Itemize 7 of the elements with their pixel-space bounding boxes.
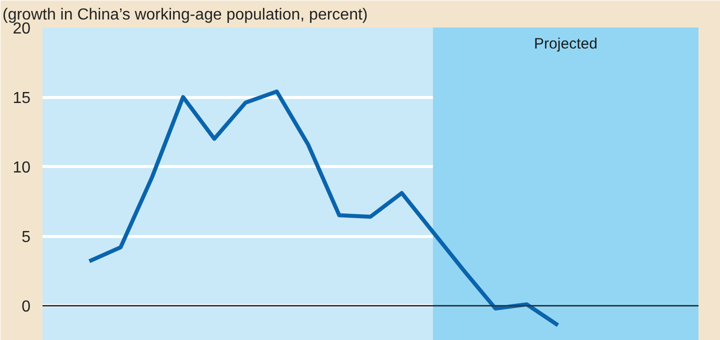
y-tick-label: 0	[22, 298, 31, 316]
y-tick-label: 10	[12, 160, 31, 177]
y-tick-label: 5	[22, 229, 31, 246]
annotation: Projected	[534, 36, 598, 52]
y-tick-label: 15	[12, 90, 31, 108]
chart-subtitle: (growth in China’s working-age population, percent)	[2, 6, 368, 24]
line-series	[87, 89, 560, 328]
